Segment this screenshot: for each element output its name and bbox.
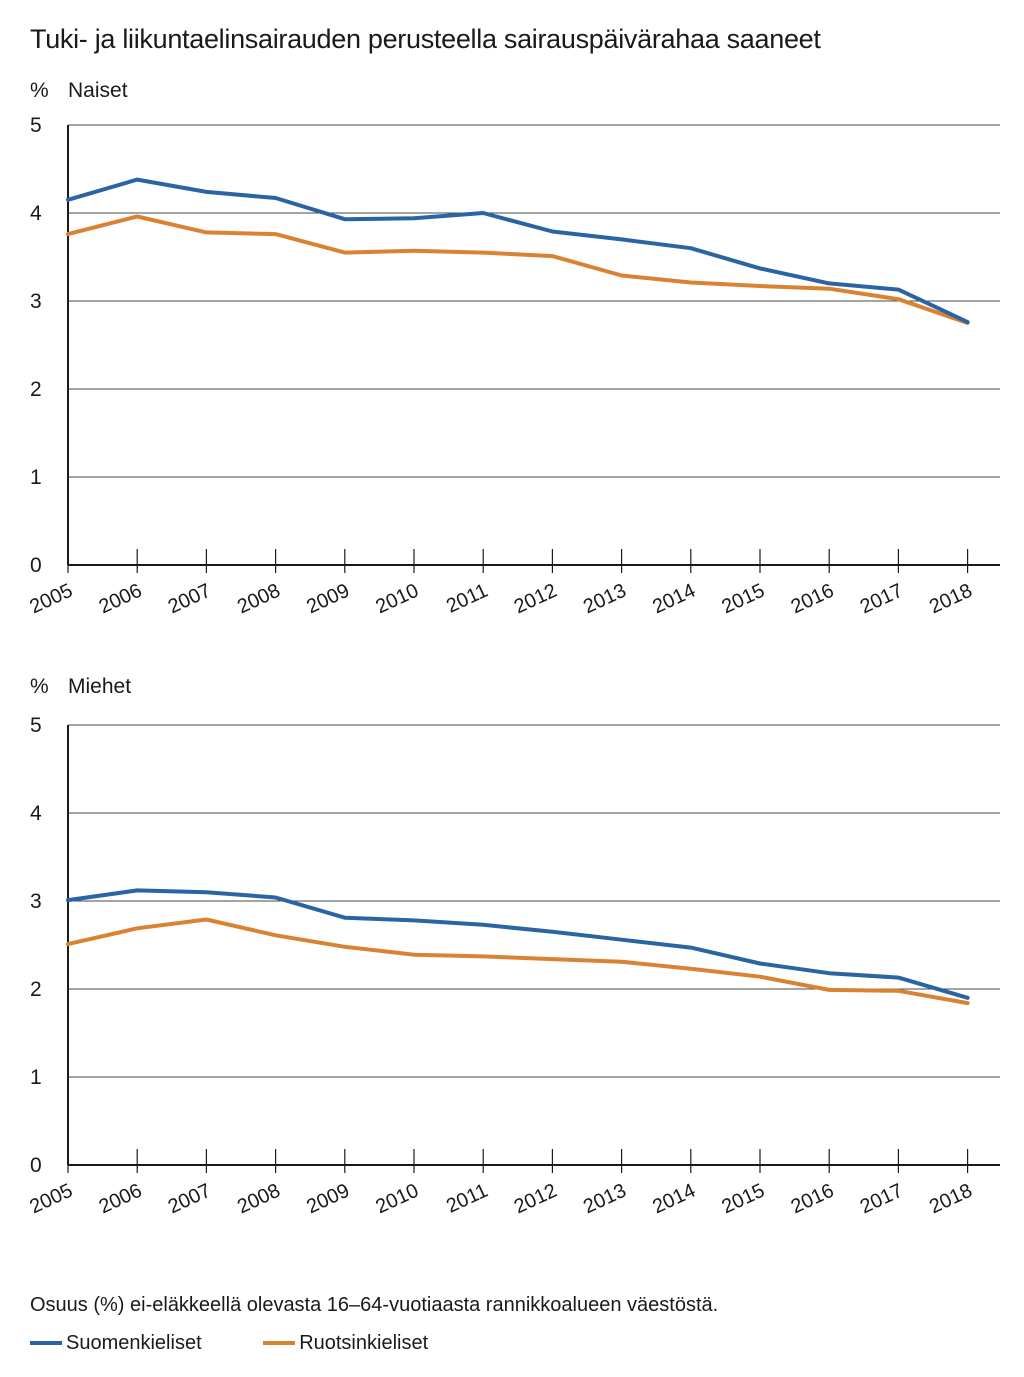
- legend-label: Ruotsinkieliset: [299, 1331, 429, 1354]
- x-tick-label: 2015: [718, 580, 768, 619]
- x-tick-label: 2005: [26, 580, 76, 619]
- series-line-suomenkieliset: [66, 177, 970, 325]
- x-tick-label: 2006: [96, 1180, 146, 1219]
- x-tick-label: 2007: [165, 1180, 215, 1219]
- legend-item-suomenkieliset: Suomenkieliset: [30, 1332, 202, 1355]
- y-tick-label: 2: [30, 378, 42, 401]
- x-tick-label: 2018: [926, 580, 976, 619]
- y-tick-label: 2: [30, 978, 42, 1001]
- x-tick-label: 2012: [511, 580, 561, 619]
- legend-item-ruotsinkieliset: Ruotsinkieliset: [263, 1332, 428, 1355]
- x-tick-label: 2009: [303, 580, 353, 619]
- x-tick-label: 2016: [788, 1180, 838, 1219]
- legend-swatch-blue: [30, 1341, 62, 1345]
- x-tick-label: 2015: [718, 1180, 768, 1219]
- x-tick-label: 2010: [372, 1180, 422, 1219]
- y-tick-label: 1: [30, 1066, 42, 1089]
- x-tick-label: 2010: [372, 580, 422, 619]
- series-line-ruotsinkieliset: [66, 917, 970, 1006]
- y-tick-label: 3: [30, 890, 42, 913]
- x-tick-label: 2006: [96, 580, 146, 619]
- x-tick-label: 2013: [580, 1180, 630, 1219]
- x-tick-label: 2007: [165, 580, 215, 619]
- unit-label: %: [30, 79, 49, 102]
- x-tick-label: 2008: [234, 580, 284, 619]
- x-tick-label: 2017: [857, 580, 907, 619]
- footnote: Osuus (%) ei-eläkkeellä olevasta 16–64-v…: [30, 1294, 719, 1316]
- legend: Suomenkieliset Ruotsinkieliset: [30, 1328, 484, 1355]
- y-tick-label: 3: [30, 290, 42, 313]
- series-line-suomenkieliset: [66, 888, 970, 1000]
- x-tick-label: 2016: [788, 580, 838, 619]
- panel-label-top: % Naiset: [30, 79, 128, 103]
- y-tick-label: 1: [30, 466, 42, 489]
- x-tick-label: 2008: [234, 1180, 284, 1219]
- panel-subtitle: Miehet: [68, 675, 132, 698]
- x-tick-label: 2011: [443, 1180, 491, 1218]
- chart-title: Tuki- ja liikuntaelinsairauden perusteel…: [30, 24, 821, 54]
- y-tick-label: 5: [30, 114, 42, 137]
- series-line-ruotsinkieliset: [66, 214, 970, 325]
- x-tick-label: 2005: [26, 1180, 76, 1219]
- y-tick-label: 5: [30, 714, 42, 737]
- legend-swatch-orange: [263, 1341, 296, 1345]
- panel-subtitle: Naiset: [68, 79, 128, 102]
- y-tick-label: 4: [30, 202, 42, 225]
- y-tick-label: 4: [30, 802, 42, 825]
- panel-label-bottom: % Miehet: [30, 675, 131, 699]
- unit-label: %: [30, 675, 49, 698]
- x-tick-label: 2009: [303, 1180, 353, 1219]
- x-tick-label: 2017: [857, 1180, 907, 1219]
- legend-label: Suomenkieliset: [66, 1331, 202, 1354]
- x-tick-label: 2011: [443, 580, 491, 618]
- x-tick-label: 2012: [511, 1180, 561, 1219]
- y-tick-label: 0: [30, 554, 42, 577]
- x-tick-label: 2013: [580, 580, 630, 619]
- x-tick-label: 2014: [649, 580, 699, 619]
- x-tick-label: 2014: [649, 1180, 699, 1219]
- x-tick-label: 2018: [926, 1180, 976, 1219]
- y-tick-label: 0: [30, 1154, 42, 1177]
